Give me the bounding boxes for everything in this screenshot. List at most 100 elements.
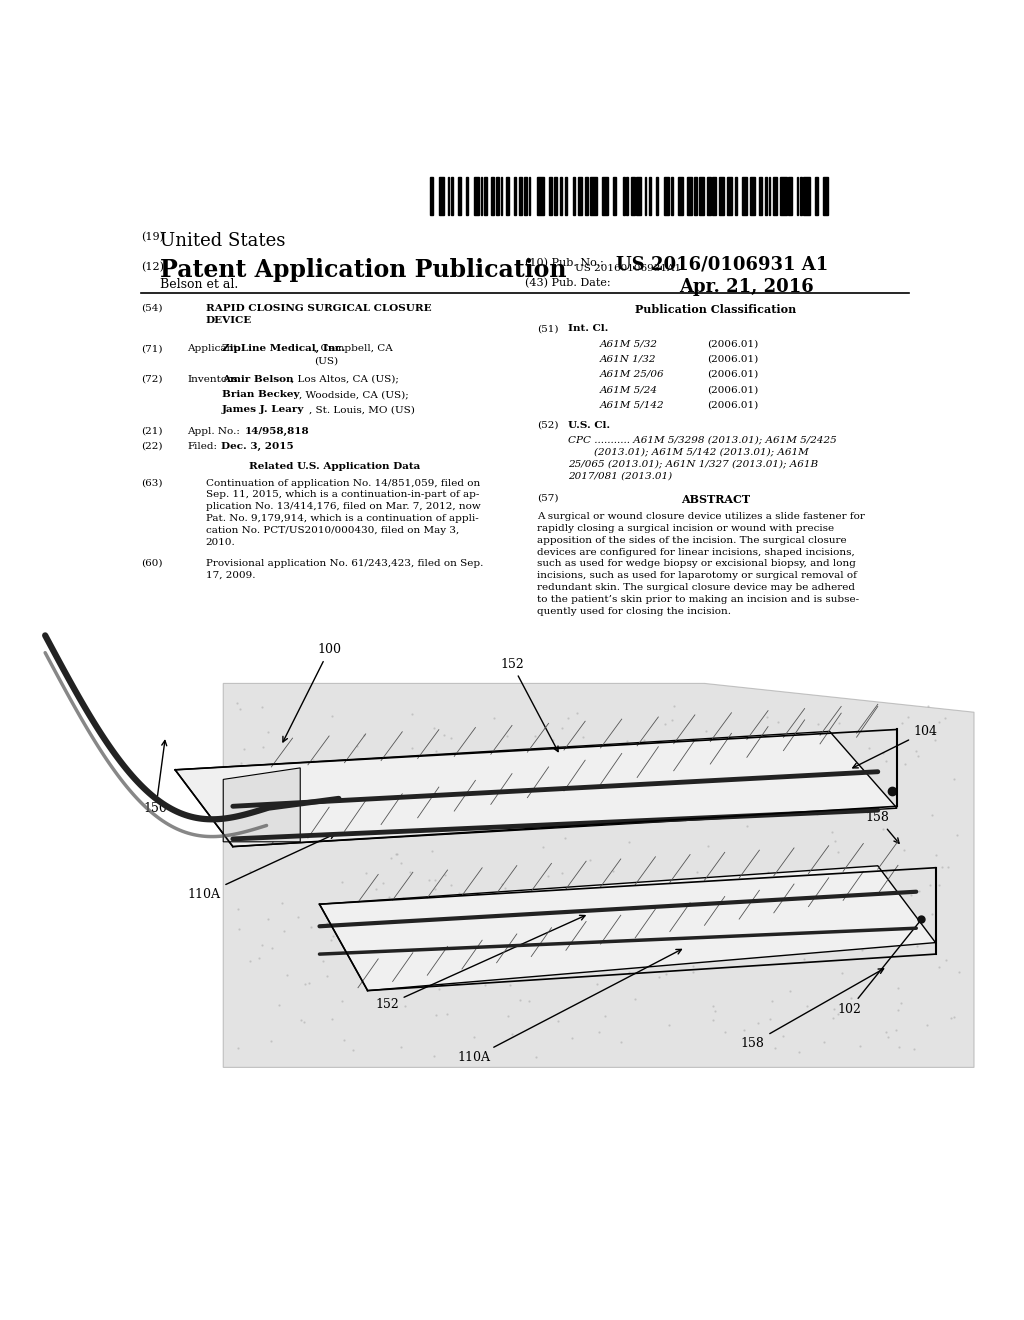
Text: A61N 1/32: A61N 1/32 (600, 355, 656, 363)
Polygon shape (175, 731, 897, 846)
Text: Inventors:: Inventors: (187, 375, 242, 384)
Text: (2006.01): (2006.01) (708, 385, 759, 395)
Text: (22): (22) (140, 442, 162, 451)
Bar (815, 177, 818, 215)
Text: CPC ........... A61M 5/3298 (2013.01); A61M 5/2425
        (2013.01); A61M 5/142: CPC ........... A61M 5/3298 (2013.01); A… (568, 436, 838, 480)
Bar (560, 177, 562, 215)
Text: US 2016/0106931 A1: US 2016/0106931 A1 (616, 256, 828, 275)
Bar (627, 177, 628, 215)
Bar (481, 177, 482, 215)
Bar (439, 177, 444, 215)
Bar (713, 177, 716, 215)
Bar (565, 177, 567, 215)
Text: (2006.01): (2006.01) (708, 370, 759, 379)
Bar (823, 177, 828, 215)
Text: Amir Belson: Amir Belson (221, 375, 293, 384)
Text: (60): (60) (140, 558, 162, 568)
Bar (514, 177, 515, 215)
Bar (768, 177, 770, 215)
Bar (699, 177, 705, 215)
Text: (63): (63) (140, 479, 162, 487)
Text: 152: 152 (375, 915, 585, 1011)
Text: U.S. Cl.: U.S. Cl. (568, 421, 610, 429)
Text: , Campbell, CA
(US): , Campbell, CA (US) (314, 345, 393, 366)
Text: 158: 158 (740, 969, 884, 1049)
Text: (21): (21) (140, 426, 162, 436)
Bar (649, 177, 651, 215)
Text: A61M 5/142: A61M 5/142 (600, 400, 665, 409)
Text: Applicant:: Applicant: (187, 345, 242, 354)
Text: (71): (71) (140, 345, 162, 354)
Text: A61M 5/24: A61M 5/24 (600, 385, 658, 395)
Bar (727, 177, 732, 215)
Bar (800, 177, 802, 215)
Bar (773, 177, 777, 215)
Bar (490, 177, 494, 215)
Bar (665, 177, 670, 215)
Polygon shape (319, 866, 936, 990)
Text: 100: 100 (283, 643, 341, 742)
Text: (2006.01): (2006.01) (708, 339, 759, 348)
Bar (656, 177, 657, 215)
Polygon shape (223, 768, 300, 842)
Text: RAPID CLOSING SURGICAL CLOSURE
DEVICE: RAPID CLOSING SURGICAL CLOSURE DEVICE (206, 304, 431, 325)
Text: (57): (57) (537, 494, 558, 503)
Bar (735, 177, 737, 215)
Bar (742, 177, 746, 215)
Bar (678, 177, 683, 215)
Text: 14/958,818: 14/958,818 (245, 426, 309, 436)
Bar (765, 177, 767, 215)
Text: (19): (19) (140, 231, 164, 242)
Bar (788, 177, 792, 215)
Bar (623, 177, 625, 215)
Text: (72): (72) (140, 375, 162, 384)
Text: 158: 158 (866, 812, 899, 843)
Text: A61M 25/06: A61M 25/06 (600, 370, 665, 379)
Text: Related U.S. Application Data: Related U.S. Application Data (249, 462, 420, 471)
Bar (719, 177, 724, 215)
Text: Filed:: Filed: (187, 442, 217, 451)
Bar (780, 177, 786, 215)
Bar (484, 177, 487, 215)
Text: A surgical or wound closure device utilizes a slide fastener for
rapidly closing: A surgical or wound closure device utili… (537, 512, 864, 615)
Text: , St. Louis, MO (US): , St. Louis, MO (US) (309, 405, 415, 414)
Text: 102: 102 (837, 917, 924, 1016)
Bar (537, 177, 544, 215)
Text: (52): (52) (537, 421, 558, 429)
Bar (528, 177, 530, 215)
Bar (506, 177, 509, 215)
Bar (519, 177, 522, 215)
Bar (501, 177, 503, 215)
Text: 152: 152 (500, 657, 558, 751)
Bar (451, 177, 453, 215)
Bar (474, 177, 479, 215)
Bar (549, 177, 552, 215)
Bar (751, 177, 756, 215)
Polygon shape (223, 684, 974, 1068)
Text: James J. Leary: James J. Leary (221, 405, 304, 414)
Bar (631, 177, 635, 215)
Text: , Los Altos, CA (US);: , Los Altos, CA (US); (291, 375, 398, 384)
Bar (585, 177, 588, 215)
Bar (759, 177, 762, 215)
Bar (613, 177, 616, 215)
Text: (51): (51) (537, 325, 558, 333)
Text: 104: 104 (853, 725, 938, 768)
Bar (579, 177, 582, 215)
Text: Appl. No.:: Appl. No.: (187, 426, 241, 436)
Bar (447, 177, 450, 215)
Bar (694, 177, 697, 215)
Bar (430, 177, 433, 215)
Text: Continuation of application No. 14/851,059, filed on
Sep. 11, 2015, which is a c: Continuation of application No. 14/851,0… (206, 479, 480, 546)
Text: ZipLine Medical, Inc.: ZipLine Medical, Inc. (221, 345, 345, 354)
Bar (803, 177, 810, 215)
Bar (708, 177, 711, 215)
Bar (573, 177, 575, 215)
Bar (458, 177, 461, 215)
Text: (2006.01): (2006.01) (708, 400, 759, 409)
Bar (687, 177, 692, 215)
Text: Brian Beckey: Brian Beckey (221, 391, 299, 399)
Bar (601, 177, 608, 215)
Bar (466, 177, 468, 215)
Text: US 20160106931A1: US 20160106931A1 (574, 264, 681, 273)
